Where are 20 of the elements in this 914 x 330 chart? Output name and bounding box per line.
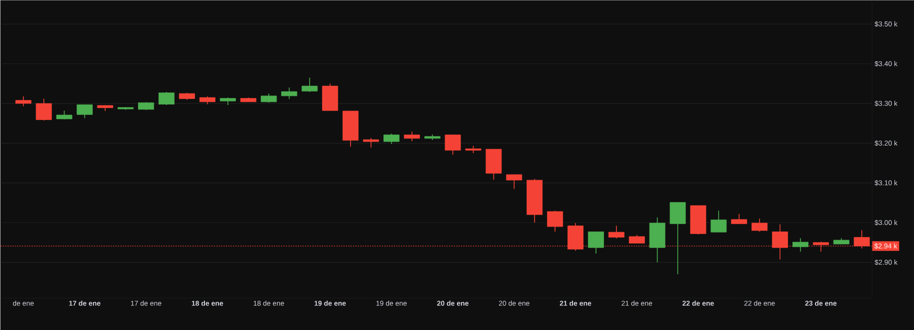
- candlestick: [363, 138, 379, 148]
- candlestick: [506, 174, 522, 190]
- candlestick: [260, 93, 277, 104]
- candlestick: [792, 238, 808, 252]
- candlestick: [383, 133, 400, 144]
- candlestick: [36, 98, 52, 121]
- candlestick: [670, 202, 686, 275]
- candlestick: [281, 87, 298, 100]
- candlestick: [158, 92, 174, 106]
- candlestick: [404, 131, 420, 142]
- candlestick: [547, 210, 564, 232]
- candlestick: [444, 134, 461, 156]
- candlestick: [302, 77, 318, 92]
- candlestick: [731, 213, 748, 224]
- candlestick: [752, 218, 768, 232]
- candlestick: [710, 210, 727, 233]
- candlestick: [15, 96, 32, 107]
- candlestick: [76, 104, 93, 119]
- candlestick: [608, 225, 624, 239]
- candlestick: [588, 231, 604, 254]
